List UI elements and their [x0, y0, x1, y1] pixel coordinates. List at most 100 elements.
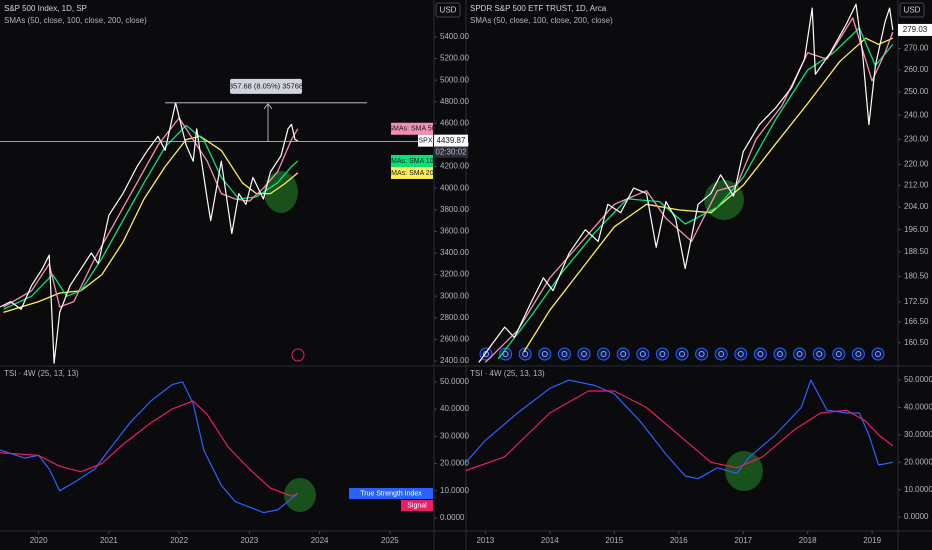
- y-tick-label: 4600.00: [440, 118, 469, 127]
- y-tick-label: 270.00: [904, 44, 929, 53]
- marker: [851, 347, 865, 361]
- x-tick-label: 2013: [476, 536, 494, 545]
- y-tick-label: 260.00: [904, 65, 929, 74]
- x-tick-label: 2021: [100, 536, 118, 545]
- tsi-label: TSI · 4W (25, 13, 13): [470, 369, 545, 378]
- currency-box: [899, 2, 925, 18]
- marker-dot: [581, 351, 587, 357]
- marker-dot: [796, 351, 803, 357]
- x-tick-label: 2014: [541, 536, 559, 545]
- marker: [499, 347, 513, 361]
- marker: [832, 347, 846, 361]
- series-line: [484, 17, 894, 363]
- series-line: [3, 124, 299, 310]
- y-tick-label: 40.0000: [904, 403, 932, 412]
- y-tick-label: 188.50: [904, 247, 929, 256]
- dividend-markers: [479, 347, 885, 361]
- y-tick-label: 20.0000: [440, 459, 469, 468]
- x-tick-label: 2015: [605, 536, 623, 545]
- marker-dot: [502, 351, 509, 357]
- y-tick-label: 2600.00: [440, 335, 469, 344]
- y-tick-label: 172.50: [904, 297, 929, 306]
- y-tick-label: 240.00: [904, 110, 929, 119]
- marker-dot: [737, 351, 744, 357]
- chart-title: SPDR S&P 500 ETF TRUST, 1D, Arca: [470, 4, 607, 13]
- legend-tag-box: [349, 488, 433, 500]
- y-tick-label: 20.0000: [904, 457, 932, 466]
- y-tick-label: 0.0000: [440, 513, 465, 522]
- x-tick-label: 2024: [311, 536, 329, 545]
- y-tick-label: 5000.00: [440, 75, 469, 84]
- marker: [616, 347, 630, 361]
- y-tick-label: 2800.00: [440, 313, 469, 322]
- y-tick-label: 220.00: [904, 159, 929, 168]
- marker-dot: [561, 351, 568, 357]
- x-tick-label: 2020: [30, 536, 48, 545]
- marker: [753, 347, 767, 361]
- series-tag-box: [418, 134, 433, 147]
- marker: [655, 347, 669, 361]
- y-tick-label: 3000.00: [440, 291, 469, 300]
- measure-arrowhead: [263, 103, 273, 110]
- marker-dot: [835, 351, 842, 357]
- measure-box: [230, 78, 302, 94]
- marker: [793, 347, 807, 361]
- marker: [812, 347, 826, 361]
- highlight: [284, 478, 316, 512]
- x-tick-label: 2022: [170, 536, 188, 545]
- series-line: [0, 102, 299, 364]
- countdown-box: [434, 146, 468, 158]
- y-tick-label: 5400.00: [440, 32, 469, 41]
- last-price-box: [434, 134, 468, 147]
- y-tick-label: 196.00: [904, 225, 929, 234]
- series-tag-box: [391, 166, 433, 179]
- series-tag: SPX: [418, 138, 432, 145]
- marker-dot: [522, 351, 529, 357]
- series-tag-box: [391, 122, 433, 135]
- y-tick-label: 204.00: [904, 202, 929, 211]
- series-line: [3, 135, 299, 314]
- marker-dot: [541, 351, 548, 357]
- marker-dot: [639, 351, 646, 357]
- series-tag: SMAs: SMA 50: [388, 126, 435, 133]
- measure-label: 357.68 (8.05%) 35768: [229, 81, 303, 90]
- y-tick-label: 2400.00: [440, 356, 469, 365]
- marker-dot: [757, 351, 764, 357]
- marker-dot: [816, 351, 823, 357]
- event-icon[interactable]: [291, 348, 305, 362]
- series-tag: SMAs: SMA 200: [387, 170, 438, 177]
- marker: [636, 347, 650, 361]
- y-tick-label: 10.0000: [440, 486, 469, 495]
- marker: [773, 347, 787, 361]
- marker-dot: [875, 351, 881, 357]
- marker-dot: [483, 351, 489, 357]
- highlight: [264, 171, 298, 213]
- series-tag: SMAs: SMA 100: [387, 158, 438, 165]
- y-tick-label: 4000.00: [440, 183, 469, 192]
- marker-dot: [718, 351, 725, 357]
- y-tick-label: 10.0000: [904, 485, 932, 494]
- marker: [714, 347, 728, 361]
- series-tag-box: [391, 154, 433, 167]
- y-tick-label: 212.00: [904, 180, 929, 189]
- y-tick-label: 160.50: [904, 338, 929, 347]
- marker-dot: [698, 351, 705, 357]
- currency: USD: [440, 6, 457, 15]
- y-tick-label: 5200.00: [440, 54, 469, 63]
- marker: [557, 347, 571, 361]
- last-price-box: [898, 23, 932, 36]
- marker-dot: [659, 351, 666, 357]
- marker: [577, 347, 591, 361]
- series-line: [0, 400, 299, 497]
- legend-tag-box: [401, 500, 433, 512]
- x-tick-label: 2016: [670, 536, 688, 545]
- x-tick-label: 2023: [240, 536, 258, 545]
- marker-dot: [777, 351, 783, 357]
- y-tick-label: 40.0000: [440, 404, 469, 413]
- series-line: [465, 390, 894, 472]
- y-tick-label: 166.50: [904, 317, 929, 326]
- series-line: [478, 3, 894, 363]
- last-price: 4439.87: [437, 136, 466, 145]
- legend-tag: Signal: [407, 502, 427, 509]
- x-tick-label: 2017: [734, 536, 752, 545]
